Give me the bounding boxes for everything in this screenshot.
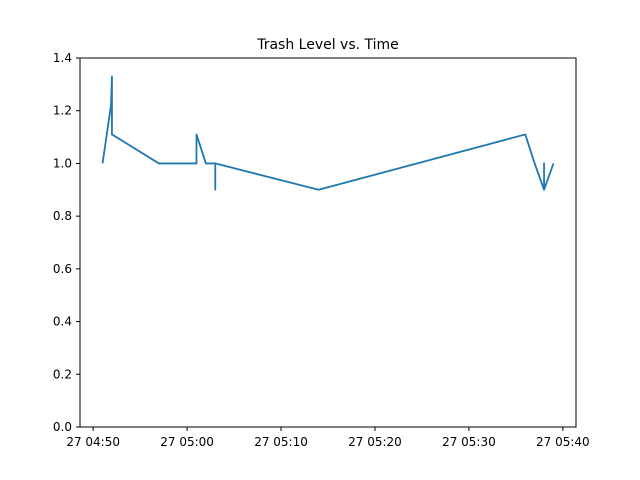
y-tick-label: 0.2 (53, 367, 72, 381)
y-tick-label: 0.8 (53, 209, 72, 223)
x-tick-label: 27 05:40 (536, 435, 590, 449)
y-tick-label: 1.0 (53, 156, 72, 170)
plot-area-frame (79, 57, 577, 428)
y-tick-label: 1.4 (53, 51, 72, 65)
y-tick-label: 0.6 (53, 262, 72, 276)
chart-title: Trash Level vs. Time (256, 37, 399, 53)
y-tick-label: 0.0 (53, 420, 72, 434)
x-tick-label: 27 04:50 (66, 435, 120, 449)
y-tick-label: 1.2 (53, 104, 72, 118)
x-axis: 27 04:50 27 05:00 27 05:10 27 05:20 27 05:30… (66, 427, 590, 449)
x-tick-label: 27 05:20 (348, 435, 402, 449)
x-tick-label: 27 05:30 (442, 435, 496, 449)
x-tick-label: 27 05:10 (254, 435, 308, 449)
y-tick-label: 0.4 (53, 315, 72, 329)
x-tick-label: 27 05:00 (160, 435, 214, 449)
series-line (101, 75, 555, 191)
y-axis: 0.0 0.2 0.4 0.6 0.8 1.0 1.2 1.4 (53, 51, 80, 434)
series-layer (101, 75, 555, 191)
